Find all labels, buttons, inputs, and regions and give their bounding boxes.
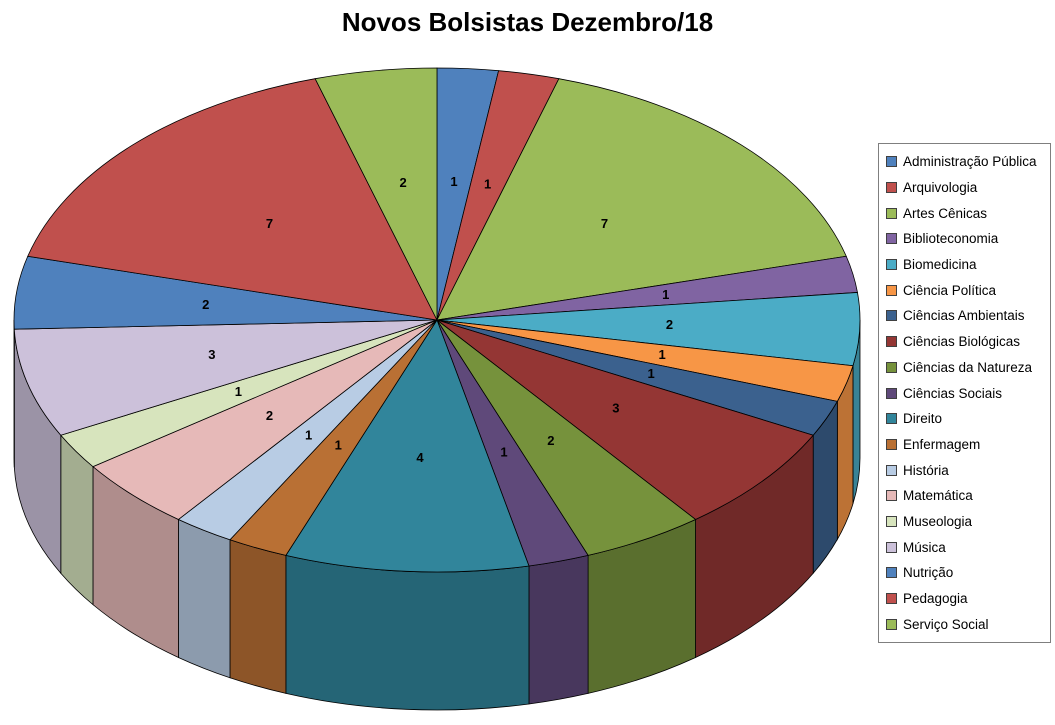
legend-item: Nutrição — [886, 560, 1046, 586]
pie-slice — [436, 78, 847, 321]
legend-item: Museologia — [886, 509, 1046, 535]
legend-swatch — [886, 567, 897, 579]
legend-label: Nutrição — [903, 565, 954, 581]
pie-slice — [27, 78, 438, 321]
legend-item: Direito — [886, 406, 1046, 432]
legend-swatch — [886, 515, 897, 527]
chart-legend: Administração Pública Arquivologia Artes C… — [878, 143, 1051, 644]
data-label: 3 — [612, 401, 619, 416]
pie-slice-wall — [178, 518, 231, 679]
data-label: 3 — [208, 347, 215, 362]
legend-item: Serviço Social — [886, 611, 1046, 637]
legend-label: Matemática — [903, 488, 973, 504]
legend-label: Biblioteconomia — [903, 231, 999, 247]
legend-swatch — [886, 284, 897, 296]
legend-swatch — [886, 336, 897, 348]
data-label: 7 — [266, 216, 273, 231]
pie-slice-wall — [528, 554, 589, 705]
legend-label: Ciência Política — [903, 282, 997, 298]
legend-label: Enfermagem — [903, 436, 981, 452]
legend-label: Ciências Biológicas — [903, 334, 1021, 350]
legend-item: Biomedicina — [886, 252, 1046, 278]
data-label: 2 — [547, 433, 554, 448]
legend-item: Administração Pública — [886, 149, 1046, 175]
data-label: 1 — [648, 366, 655, 381]
legend-label: Museologia — [903, 513, 973, 529]
legend-item: Ciências Biológicas — [886, 329, 1046, 355]
legend-swatch — [886, 618, 897, 630]
data-label: 1 — [235, 384, 242, 399]
data-label: 1 — [305, 428, 312, 443]
data-label: 1 — [450, 174, 457, 189]
legend-label: Administração Pública — [903, 154, 1037, 170]
legend-label: Ciências da Natureza — [903, 359, 1033, 375]
legend-item: Ciências Ambientais — [886, 303, 1046, 329]
legend-label: Arquivologia — [903, 180, 978, 196]
legend-swatch — [886, 413, 897, 425]
pie-slice-wall — [229, 539, 287, 694]
legend-item: História — [886, 457, 1046, 483]
legend-item: Arquivologia — [886, 175, 1046, 201]
data-label: 1 — [658, 347, 665, 362]
legend-label: Pedagogia — [903, 591, 968, 607]
legend-swatch — [886, 310, 897, 322]
data-label: 2 — [202, 297, 209, 312]
data-label: 2 — [400, 175, 407, 190]
pie-slice-wall — [285, 554, 530, 711]
data-label: 1 — [484, 177, 491, 192]
legend-item: Ciência Política — [886, 277, 1046, 303]
chart-title: Novos Bolsistas Dezembro/18 — [341, 7, 714, 37]
legend-item: Matemática — [886, 483, 1046, 509]
legend-swatch — [886, 464, 897, 476]
data-label: 4 — [416, 450, 424, 465]
legend-swatch — [886, 259, 897, 271]
legend-swatch — [886, 156, 897, 168]
legend-swatch — [886, 233, 897, 245]
legend-item: Artes Cênicas — [886, 200, 1046, 226]
data-label: 2 — [666, 317, 673, 332]
data-label: 1 — [662, 287, 669, 302]
legend-swatch — [886, 207, 897, 219]
legend-label: História — [903, 462, 949, 478]
legend-label: Direito — [903, 411, 943, 427]
data-label: 1 — [335, 437, 342, 452]
legend-swatch — [886, 541, 897, 553]
data-label: 7 — [601, 216, 608, 231]
legend-item: Biblioteconomia — [886, 226, 1046, 252]
legend-swatch — [886, 361, 897, 373]
legend-swatch — [886, 490, 897, 502]
legend-label: Ciências Ambientais — [903, 308, 1025, 324]
legend-swatch — [886, 387, 897, 399]
legend-swatch — [886, 438, 897, 450]
pie-slice — [314, 67, 438, 321]
pie-slice — [285, 319, 530, 573]
pie-slice — [13, 319, 438, 436]
legend-label: Biomedicina — [903, 257, 977, 273]
legend-item: Ciências Sociais — [886, 380, 1046, 406]
legend-item: Ciências da Natureza — [886, 355, 1046, 381]
legend-item: Música — [886, 534, 1046, 560]
legend-item: Pedagogia — [886, 586, 1046, 612]
pie-slice — [436, 319, 814, 520]
legend-item: Enfermagem — [886, 432, 1046, 458]
legend-label: Artes Cênicas — [903, 205, 988, 221]
legend-label: Serviço Social — [903, 616, 989, 632]
legend-swatch — [886, 182, 897, 194]
data-label: 2 — [266, 408, 273, 423]
legend-label: Música — [903, 539, 946, 555]
data-label: 1 — [500, 445, 507, 460]
legend-swatch — [886, 593, 897, 605]
legend-label: Ciências Sociais — [903, 385, 1003, 401]
